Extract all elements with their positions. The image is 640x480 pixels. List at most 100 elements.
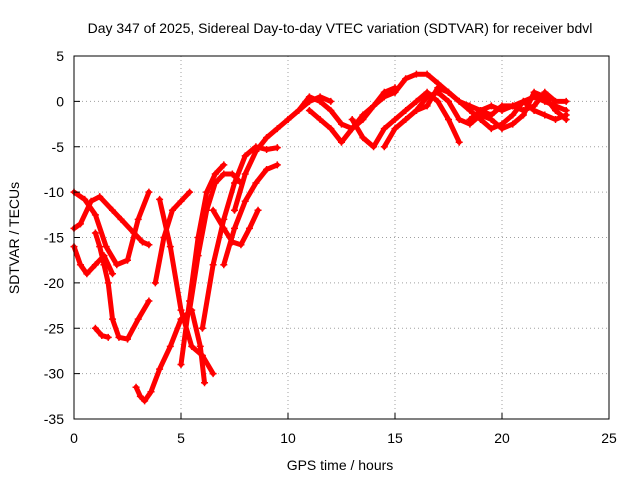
data-point [147, 388, 155, 396]
data-point [136, 392, 144, 400]
data-point [241, 197, 249, 205]
data-point [552, 106, 559, 114]
data-point [327, 97, 335, 105]
data-point [209, 261, 217, 269]
data-point [434, 88, 442, 96]
data-point [220, 161, 228, 169]
data-point [370, 143, 378, 151]
data-point [151, 279, 159, 287]
data-point [132, 383, 140, 391]
data-point [391, 125, 399, 133]
data-point [145, 241, 153, 249]
y-tick-label: -10 [44, 184, 64, 200]
data-point [241, 170, 249, 178]
data-point [198, 351, 206, 359]
data-point [402, 116, 410, 124]
x-tick-label: 5 [177, 430, 185, 446]
data-point [552, 116, 559, 124]
data-point [562, 106, 570, 114]
data-point [100, 261, 108, 269]
data-point [91, 324, 99, 332]
data-point [412, 106, 420, 114]
data-point [541, 111, 549, 119]
data-point [252, 179, 260, 187]
y-tick-label: -30 [44, 366, 64, 382]
data-point [412, 97, 420, 105]
data-point [273, 161, 281, 169]
data-point [509, 111, 517, 119]
data-point [402, 106, 410, 114]
data-point [220, 261, 228, 269]
series-track-2 [71, 189, 152, 268]
data-point [96, 243, 104, 251]
data-point [402, 75, 410, 83]
data-point [198, 324, 206, 332]
data-point [228, 170, 236, 178]
data-point [273, 144, 281, 152]
data-point [434, 79, 442, 87]
data-point [145, 297, 153, 305]
series-group [70, 70, 570, 405]
data-point [487, 102, 495, 110]
data-point [252, 147, 260, 155]
data-point [380, 125, 388, 133]
data-point [466, 116, 474, 124]
data-point [115, 333, 123, 341]
data-point [380, 143, 388, 151]
series-track-12 [210, 207, 261, 248]
data-point [211, 170, 219, 178]
x-tick-label: 20 [494, 430, 510, 446]
series-track-21 [467, 89, 569, 122]
data-point [423, 93, 431, 101]
data-point [237, 241, 245, 249]
data-point [455, 138, 463, 146]
data-point [348, 116, 356, 124]
data-point [134, 315, 142, 323]
data-point [104, 333, 112, 341]
data-point [487, 111, 495, 119]
data-point [113, 261, 121, 269]
data-point [338, 120, 345, 128]
data-point [76, 220, 84, 228]
x-tick-label: 10 [280, 430, 296, 446]
data-point [196, 342, 204, 350]
data-point [455, 97, 463, 105]
data-point [316, 97, 324, 105]
data-point [138, 238, 146, 246]
data-point [348, 125, 356, 133]
data-point [273, 125, 281, 133]
data-point [109, 270, 117, 278]
data-point [201, 379, 209, 387]
x-tick-label: 15 [387, 430, 403, 446]
data-point [231, 206, 238, 214]
data-point [327, 125, 335, 133]
data-point [530, 102, 538, 110]
data-point [241, 152, 249, 160]
x-tick-label: 0 [70, 430, 78, 446]
data-point [104, 279, 112, 287]
y-tick-label: -35 [44, 411, 64, 427]
y-tick-label: -5 [52, 139, 65, 155]
data-point [117, 215, 125, 223]
data-point [423, 102, 431, 110]
data-point [254, 206, 262, 214]
y-axis-label: SDTVAR / TECUs [6, 182, 22, 294]
data-point [284, 116, 292, 124]
data-point [263, 145, 271, 153]
data-point [188, 342, 196, 350]
data-point [134, 215, 142, 223]
y-tick-label: 0 [56, 93, 64, 109]
data-point [519, 106, 527, 114]
y-tick-label: 5 [56, 48, 64, 64]
data-point [91, 261, 99, 269]
data-point [445, 116, 452, 124]
data-point [156, 195, 164, 203]
data-point [466, 102, 474, 110]
series-track-6 [133, 307, 207, 404]
data-point [220, 215, 228, 223]
data-point [509, 102, 517, 110]
data-point [370, 102, 378, 110]
data-point [231, 224, 238, 232]
data-point [477, 106, 485, 114]
